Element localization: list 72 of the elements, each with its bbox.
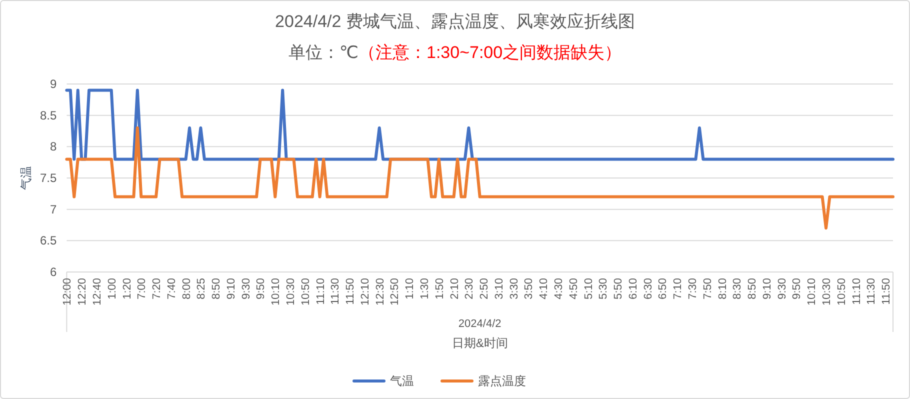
x-tick-label: 10:10	[806, 278, 818, 306]
x-tick-label: 9:50	[791, 278, 804, 300]
x-tick-label: 10:30	[285, 278, 298, 306]
x-tick-label: 12:40	[91, 278, 104, 306]
x-tick-label: 11:10	[850, 278, 863, 305]
x-tick-label: 4:30	[553, 278, 566, 300]
y-tick-label: 7	[50, 202, 58, 216]
x-tick-label: 11:30	[866, 278, 878, 305]
x-tick-label: 6:30	[642, 278, 654, 300]
x-tick-label: 4:50	[568, 278, 580, 300]
x-tick-label: 12:20	[76, 278, 89, 306]
x-tick-label: 8:25	[196, 278, 208, 300]
x-tick-label: 11:50	[344, 278, 357, 305]
x-tick-label: 1:20	[121, 278, 134, 300]
x-tick-label: 9:50	[255, 278, 268, 300]
y-tick-label: 6.5	[40, 234, 58, 248]
x-tick-label: 5:50	[612, 278, 625, 300]
line-series	[65, 126, 894, 230]
x-tick-label: 9:30	[240, 278, 252, 300]
x-tick-label: 8:00	[180, 278, 193, 300]
text: （注意：1:30~7:00之间数据缺失）	[358, 43, 622, 62]
x-tick-label: 4:10	[538, 278, 550, 300]
x-tick-label: 1:10	[404, 278, 416, 300]
y-tick-label: 9	[50, 77, 58, 91]
chart-subtitle: 单位：℃	[288, 43, 358, 62]
x-tick-label: 8:30	[732, 278, 744, 300]
x-tick-label: 11:50	[880, 278, 893, 305]
x-tick-label: 9:10	[761, 278, 774, 300]
x-tick-label: 1:30	[419, 278, 432, 300]
x-tick-label: 7:40	[166, 278, 178, 300]
x-tick-label: 7:10	[672, 278, 684, 300]
x-tick-label: 12:50	[389, 278, 402, 306]
x-tick-label: 11:10	[314, 278, 327, 305]
x-tick-label: 10:50	[300, 278, 312, 306]
y-tick-label: 6	[50, 265, 58, 279]
x-tick-label: 7:00	[136, 278, 148, 300]
x-tick-label: 3:30	[508, 278, 520, 300]
x-tick-label: 10:10	[270, 278, 282, 306]
y-axis-title: 气温	[19, 166, 33, 190]
legend-label: 露点温度	[478, 374, 526, 388]
text: 2024/4/2	[458, 318, 502, 330]
x-tick-label: 2:50	[478, 278, 491, 300]
x-axis-title: 日期&时间	[452, 336, 508, 350]
x-tick-label: 5:30	[598, 278, 610, 300]
x-tick-label: 6:50	[657, 278, 670, 300]
x-tick-label: 1:50	[434, 278, 446, 300]
x-tick-label: 7:50	[702, 278, 714, 300]
y-tick-label: 7.5	[40, 171, 58, 185]
chart-title: 2024/4/2 费城气温、露点温度、风寒效应折线图	[275, 12, 635, 31]
x-tick-label: 6:10	[627, 278, 640, 300]
x-tick-label: 5:10	[582, 278, 595, 300]
x-tick-label: 11:30	[330, 278, 342, 305]
y-tick-label: 8	[50, 140, 58, 154]
x-tick-label: 3:50	[523, 278, 536, 300]
x-tick-label: 12:00	[62, 278, 74, 306]
y-tick-label: 8.5	[40, 108, 58, 122]
x-tick-label: 9:30	[776, 278, 788, 300]
legend-label: 气温	[390, 374, 414, 388]
x-tick-label: 7:20	[151, 278, 164, 300]
x-tick-label: 10:50	[836, 278, 848, 306]
x-tick-label: 8:50	[746, 278, 759, 300]
x-tick-label: 3:10	[493, 278, 506, 300]
x-tick-label: 12:10	[359, 278, 372, 306]
x-tick-label: 9:10	[225, 278, 238, 300]
x-tick-label: 7:30	[687, 278, 700, 300]
x-tick-label: 2:10	[448, 278, 461, 300]
x-tick-label: 8:10	[716, 278, 729, 300]
x-tick-label: 1:00	[106, 278, 118, 300]
x-tick-label: 10:30	[821, 278, 834, 306]
x-tick-label: 12:30	[374, 278, 386, 306]
x-tick-label: 2:30	[464, 278, 476, 300]
x-tick-label: 8:50	[210, 278, 223, 300]
